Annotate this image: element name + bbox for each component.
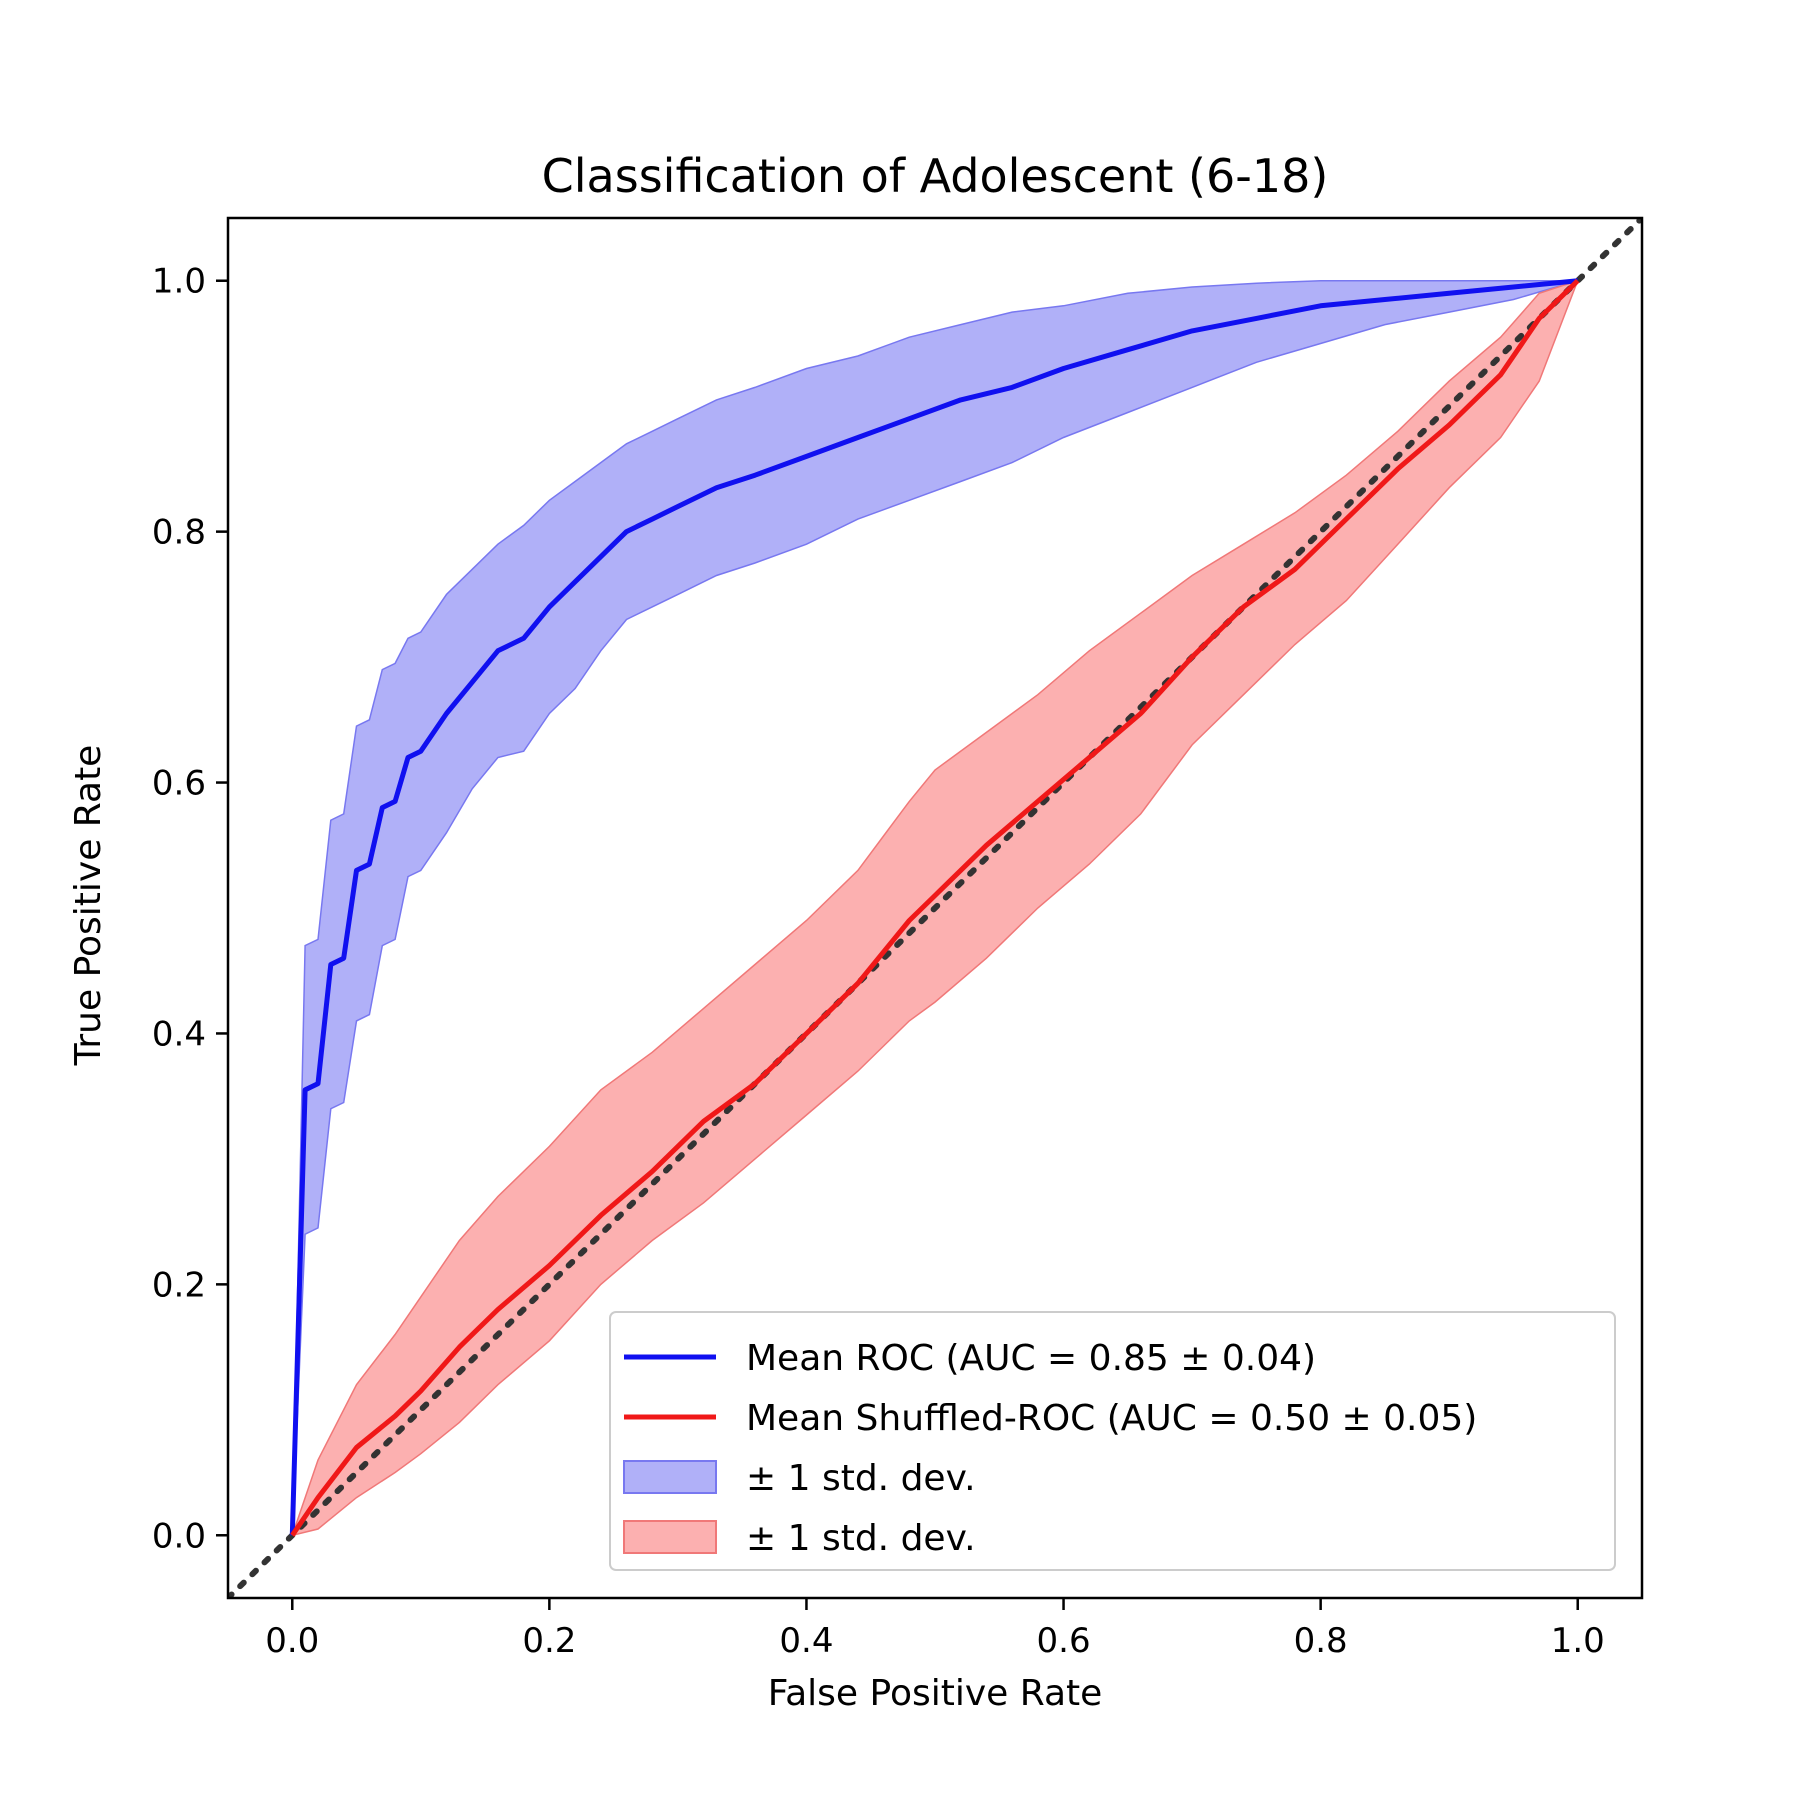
legend-patch-2 (623, 1520, 717, 1554)
y-tick-label: 0.2 (152, 1265, 206, 1305)
y-axis-label: True Positive Rate (68, 745, 109, 1067)
plot-frame (226, 216, 1644, 1600)
legend-band-label-1: ± 1 std. dev. (746, 1458, 976, 1499)
series-line-2 (290, 278, 1580, 1537)
y-tick-label: 0.4 (152, 1014, 206, 1054)
legend-label-2: Mean Shuffled-ROC (AUC = 0.50 ± 0.05) (746, 1398, 1477, 1439)
x-tick-label: 0.2 (522, 1621, 576, 1661)
legend-band-label-2: ± 1 std. dev. (746, 1518, 976, 1559)
x-tick-label: 0.8 (1294, 1621, 1348, 1661)
legend-label-1: Mean ROC (AUC = 0.85 ± 0.04) (746, 1338, 1316, 1379)
x-tick-label: 1.0 (1551, 1621, 1605, 1661)
legend-box (609, 1311, 1616, 1571)
x-tick-label: 0.0 (265, 1621, 319, 1661)
chance-diagonal-line (228, 218, 1642, 1598)
y-tick-label: 0.6 (152, 764, 206, 804)
y-tick-label: 1.0 (152, 262, 206, 302)
x-tick-label: 0.6 (1037, 1621, 1091, 1661)
legend: Mean ROC (AUC = 0.85 ± 0.04) Mean Shuffle… (609, 1311, 1616, 1571)
chart-title: Classification of Adolescent (6-18) (542, 149, 1329, 203)
series-line-1 (289, 278, 1578, 1536)
x-tick-label: 0.4 (779, 1621, 833, 1661)
x-axis-label: False Positive Rate (768, 1673, 1103, 1714)
legend-patch-1 (623, 1460, 717, 1494)
plot-area (228, 218, 1642, 1598)
y-tick-label: 0.8 (152, 513, 206, 553)
y-tick-label: 0.0 (152, 1516, 206, 1556)
